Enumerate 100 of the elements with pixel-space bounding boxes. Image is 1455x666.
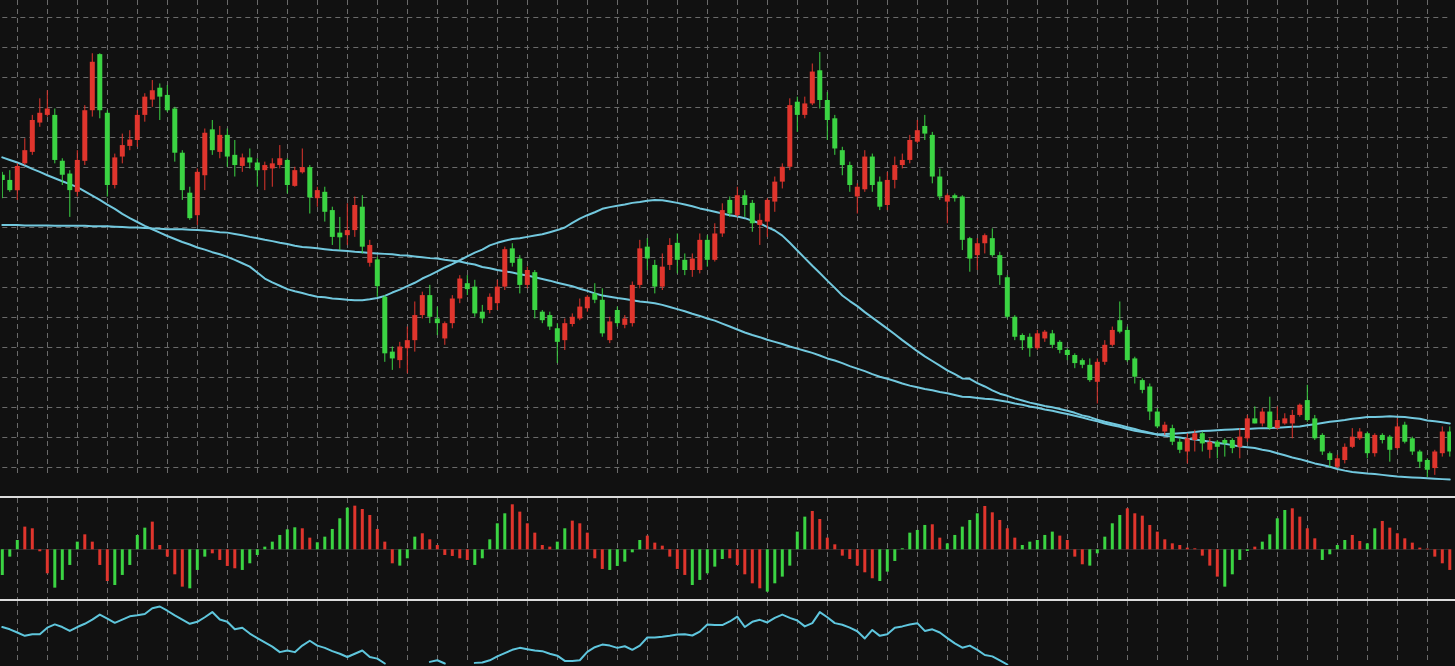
bar	[128, 549, 132, 565]
bar	[705, 549, 709, 574]
bar	[30, 528, 34, 550]
candlestick	[427, 284, 433, 324]
candlestick	[314, 186, 320, 208]
candlestick	[719, 202, 725, 238]
candlestick	[794, 96, 800, 133]
bar	[1088, 549, 1092, 566]
bar	[98, 549, 102, 565]
bar	[840, 549, 844, 556]
candlestick	[67, 169, 73, 218]
candlestick	[1027, 332, 1033, 358]
bar	[930, 524, 934, 550]
candlestick	[1447, 425, 1451, 458]
bar	[818, 518, 822, 550]
bar	[1035, 539, 1039, 550]
bar	[83, 534, 87, 550]
bar	[23, 526, 27, 550]
candlestick	[974, 237, 980, 271]
bar	[1388, 527, 1392, 550]
candlestick	[764, 197, 770, 238]
candlestick	[922, 114, 928, 141]
candlestick	[434, 306, 440, 336]
candlestick	[127, 129, 133, 151]
candlestick	[659, 252, 665, 291]
bar	[1268, 534, 1272, 550]
bar	[908, 532, 912, 550]
bar	[53, 549, 57, 588]
candlestick	[1192, 429, 1198, 452]
candlestick	[1259, 407, 1265, 427]
bar	[1230, 549, 1234, 575]
bar	[1103, 536, 1107, 550]
bar	[983, 505, 987, 550]
candlestick	[749, 199, 755, 233]
bar	[833, 544, 837, 550]
bar	[308, 537, 312, 550]
bar	[120, 549, 124, 575]
candlestick	[1169, 424, 1175, 446]
candlestick	[742, 189, 748, 218]
bar	[915, 529, 919, 550]
bar	[743, 549, 747, 575]
bar	[1290, 508, 1294, 550]
candlestick	[322, 186, 328, 223]
candlestick	[944, 193, 950, 224]
bar	[15, 539, 19, 550]
candlestick	[217, 125, 223, 159]
bar	[885, 549, 889, 572]
candlestick	[1109, 326, 1115, 348]
bar	[533, 532, 537, 550]
bar	[1073, 549, 1077, 557]
candlestick	[592, 282, 598, 304]
bar	[1335, 544, 1339, 550]
candlestick	[277, 144, 283, 169]
bar	[540, 544, 544, 550]
candlestick	[854, 182, 860, 214]
candlestick	[824, 91, 830, 141]
candlestick	[344, 202, 350, 246]
bar	[465, 549, 469, 560]
bar	[248, 549, 252, 564]
bar	[518, 511, 522, 550]
candlestick	[674, 232, 680, 274]
candlestick	[554, 322, 560, 364]
candlestick	[142, 92, 148, 123]
bar	[503, 513, 507, 550]
candlestick	[1349, 427, 1355, 449]
candlestick	[1417, 449, 1423, 469]
candlestick	[839, 146, 845, 176]
bar	[990, 512, 994, 550]
bar	[165, 549, 169, 557]
candlestick	[442, 320, 448, 346]
candlestick	[397, 341, 403, 369]
bar	[300, 528, 304, 550]
bar	[105, 549, 109, 581]
bar	[143, 527, 147, 550]
candlestick	[997, 251, 1003, 286]
bar	[1403, 538, 1407, 550]
candlestick	[1319, 432, 1325, 456]
bar	[690, 549, 694, 585]
candlestick	[562, 317, 568, 351]
bar	[195, 549, 199, 570]
bar	[593, 549, 597, 559]
candlestick	[457, 274, 463, 304]
bar	[473, 549, 477, 565]
bar	[998, 519, 1002, 550]
bar	[945, 543, 949, 550]
bar	[510, 504, 514, 550]
bar	[1440, 549, 1444, 564]
candlestick	[914, 119, 920, 144]
candlestick	[269, 157, 275, 188]
bar	[615, 549, 619, 566]
bar	[630, 549, 634, 553]
bar	[1313, 538, 1317, 550]
bar	[90, 541, 94, 550]
candlestick	[1312, 414, 1318, 441]
candlestick	[727, 196, 733, 218]
bar	[795, 531, 799, 550]
bar	[758, 549, 762, 589]
bar	[135, 534, 139, 550]
bar	[323, 536, 327, 550]
candlestick	[1087, 357, 1093, 383]
